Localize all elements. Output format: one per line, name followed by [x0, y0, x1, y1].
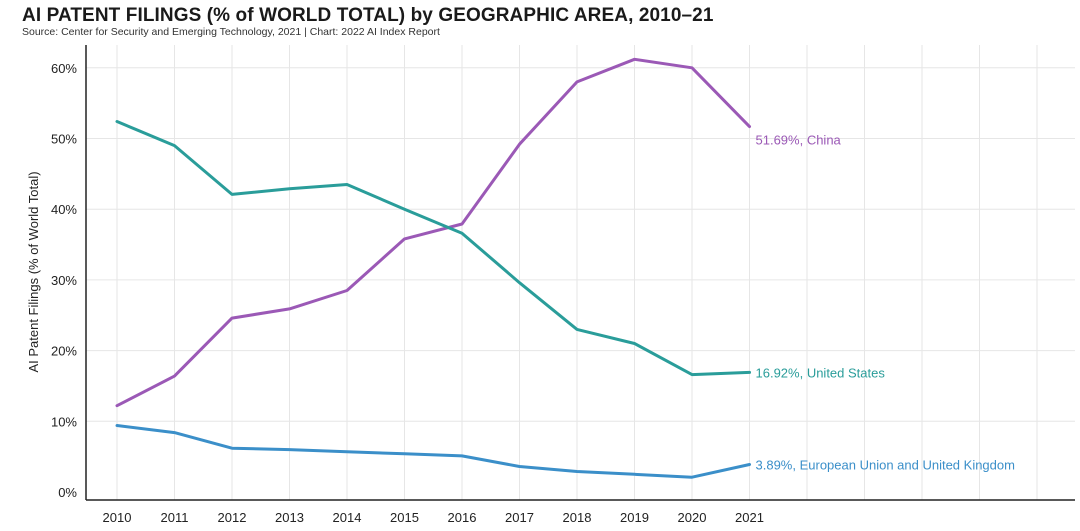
y-tick-label: 50% [51, 132, 77, 147]
y-tick-label: 30% [51, 273, 77, 288]
chart-source: Source: Center for Security and Emerging… [22, 26, 440, 38]
x-tick-label: 2015 [390, 510, 419, 525]
x-tick-label: 2013 [275, 510, 304, 525]
y-tick-label: 40% [51, 202, 77, 217]
y-tick-labels: 0% 10% 20% 30% 40% 50% 60% [51, 61, 77, 500]
series-line-european-union-and-united-kingdom [115, 424, 751, 479]
series-line-china [115, 57, 751, 408]
end-label: 16.92%, United States [756, 365, 886, 380]
grid-lines [86, 45, 1075, 500]
y-tick-label: 20% [51, 344, 77, 359]
x-tick-label: 2012 [218, 510, 247, 525]
end-label: 3.89%, European Union and United Kingdom [756, 457, 1015, 472]
x-tick-label: 2011 [161, 510, 189, 525]
x-tick-label: 2021 [735, 510, 764, 525]
x-tick-labels: 2010 2011 2012 2013 2014 2015 2016 2017 2018 2019… [103, 510, 764, 525]
y-tick-label: 60% [51, 61, 77, 76]
series-line-united-states [115, 120, 751, 377]
axes [85, 45, 1075, 501]
end-label: 51.69%, China [756, 133, 842, 148]
y-tick-label: 0% [58, 485, 77, 500]
x-tick-label: 2016 [448, 510, 477, 525]
x-tick-label: 2017 [505, 510, 534, 525]
end-labels: 51.69%, China 16.92%, United States 3.89%,… [756, 133, 1015, 473]
x-tick-label: 2020 [678, 510, 707, 525]
chart-title: AI PATENT FILINGS (% of WORLD TOTAL) by … [22, 5, 714, 26]
x-tick-label: 2019 [620, 510, 649, 525]
y-axis-label: AI Patent Filings (% of World Total) [26, 171, 41, 372]
x-tick-label: 2010 [103, 510, 132, 525]
series-lines [115, 57, 751, 479]
x-tick-label: 2018 [563, 510, 592, 525]
y-tick-label: 10% [51, 414, 77, 429]
x-tick-label: 2014 [333, 510, 362, 525]
